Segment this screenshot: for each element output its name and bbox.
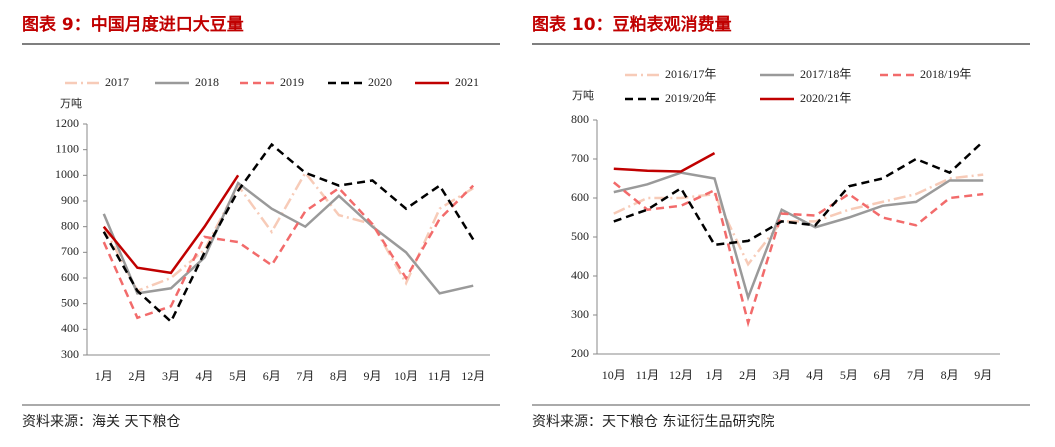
y-tick-label: 1100 [55, 141, 79, 155]
x-tick-label: 7月 [907, 368, 925, 382]
x-tick-label: 9月 [974, 368, 992, 382]
x-tick-label: 5月 [229, 369, 247, 383]
y-tick-label: 300 [571, 307, 589, 321]
x-tick-label: 8月 [330, 369, 348, 383]
y-tick-label: 500 [61, 295, 79, 309]
legend-label: 2017 [105, 75, 129, 89]
x-tick-label: 6月 [873, 368, 891, 382]
series-line [613, 173, 984, 267]
y-tick-label: 300 [61, 347, 79, 361]
source: 资料来源：海关 天下粮仓 [22, 414, 180, 430]
series-line [102, 181, 474, 295]
legend-label: 2018/19年 [920, 67, 971, 81]
x-tick-label: 2月 [739, 368, 757, 382]
y-tick-label: 900 [61, 193, 79, 207]
series-line [613, 140, 985, 247]
y-tick-label: 1200 [55, 116, 79, 130]
legend-label: 2017/18年 [800, 67, 851, 81]
legend-label: 2020/21年 [800, 91, 851, 105]
x-tick-label: 3月 [162, 369, 180, 383]
y-tick-label: 600 [61, 270, 79, 284]
x-tick-label: 1月 [706, 368, 724, 382]
chart-title: 图表 9：中国月度进口大豆量 [22, 14, 244, 35]
legend-label: 2021 [455, 75, 479, 89]
x-tick-label: 12月 [461, 369, 485, 383]
series-line [102, 184, 475, 320]
legend-label: 2020 [368, 75, 392, 89]
legend-label: 2016/17年 [665, 67, 716, 81]
series-line [613, 152, 716, 173]
y-tick-label: 700 [61, 244, 79, 258]
series-line [102, 170, 474, 293]
y-tick-label: 400 [61, 321, 79, 335]
series-line [102, 174, 240, 275]
y-tick-label: 1000 [55, 167, 79, 181]
x-tick-label: 11月 [636, 368, 660, 382]
x-tick-label: 9月 [363, 369, 381, 383]
x-tick-label: 6月 [263, 369, 281, 383]
y-tick-label: 400 [571, 268, 589, 282]
x-tick-label: 12月 [669, 368, 693, 382]
series-line [613, 181, 984, 328]
x-tick-label: 11月 [428, 369, 452, 383]
series-line [613, 171, 984, 302]
series-line [102, 142, 475, 324]
legend-label: 2019 [280, 75, 304, 89]
y-tick-label: 600 [571, 190, 589, 204]
y-tick-label: 500 [571, 229, 589, 243]
legend-label: 2018 [195, 75, 219, 89]
y-unit: 万吨 [572, 89, 594, 102]
y-tick-label: 800 [61, 218, 79, 232]
x-tick-label: 8月 [941, 368, 959, 382]
x-tick-label: 10月 [394, 369, 418, 383]
x-tick-label: 5月 [840, 368, 858, 382]
y-tick-label: 700 [571, 151, 589, 165]
x-tick-label: 10月 [602, 368, 626, 382]
x-tick-label: 4月 [806, 368, 824, 382]
y-tick-label: 800 [571, 112, 589, 126]
chart-title: 图表 10：豆粕表观消费量 [532, 14, 732, 35]
x-tick-label: 3月 [773, 368, 791, 382]
x-tick-label: 4月 [196, 369, 214, 383]
source: 资料来源：天下粮仓 东证衍生品研究院 [532, 414, 774, 430]
x-tick-label: 2月 [128, 369, 146, 383]
y-unit: 万吨 [60, 97, 82, 110]
y-tick-label: 200 [571, 346, 589, 360]
x-tick-label: 7月 [296, 369, 314, 383]
legend-label: 2019/20年 [665, 91, 716, 105]
x-tick-label: 1月 [95, 369, 113, 383]
